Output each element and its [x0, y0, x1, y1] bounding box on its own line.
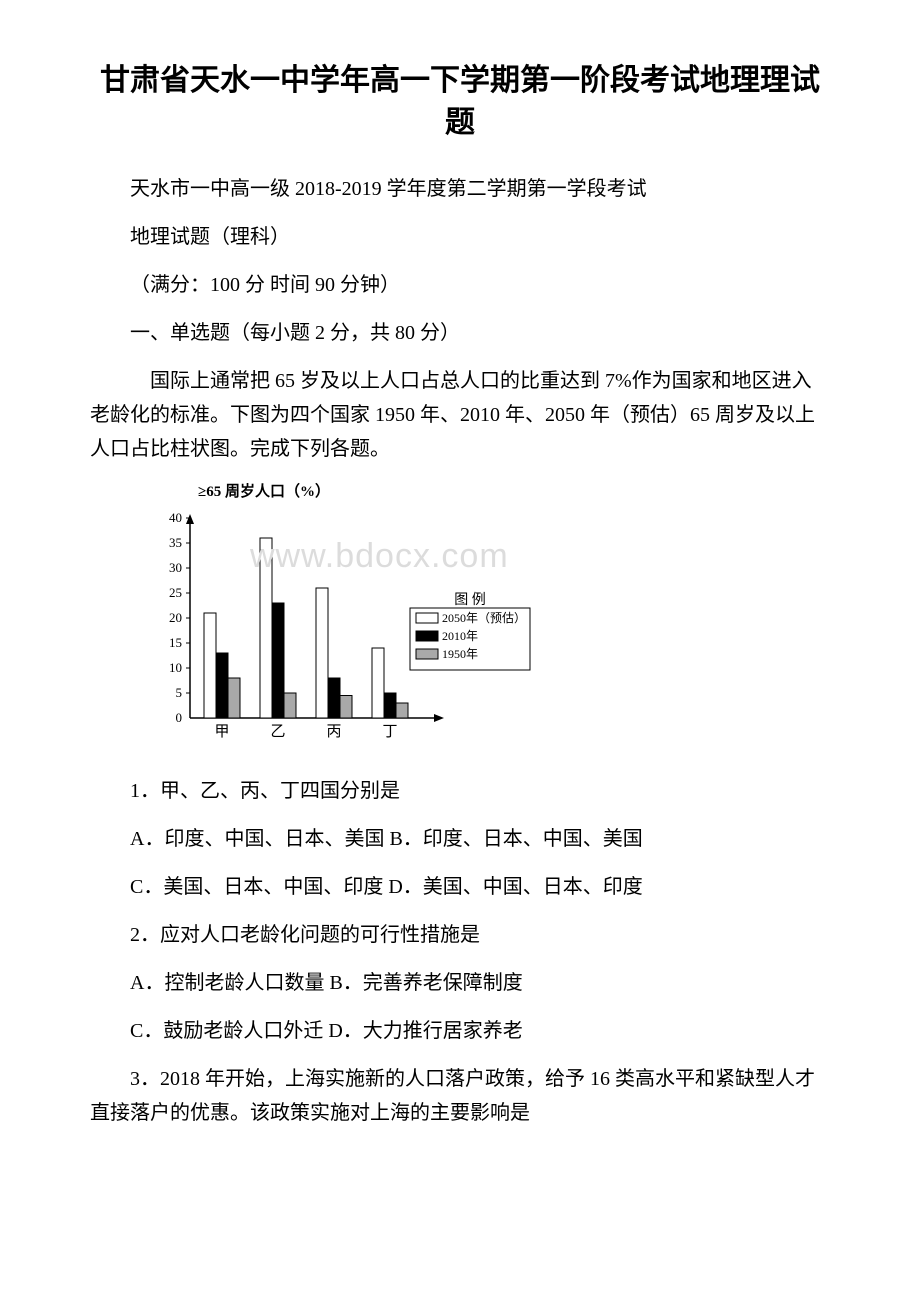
q1-options-cd: C．美国、日本、中国、印度 D．美国、中国、日本、印度 [90, 870, 830, 904]
section-heading: 一、单选题（每小题 2 分，共 80 分） [90, 316, 830, 350]
svg-text:40: 40 [169, 510, 182, 525]
svg-text:35: 35 [169, 535, 182, 550]
svg-text:15: 15 [169, 635, 182, 650]
svg-text:30: 30 [169, 560, 182, 575]
svg-text:2010年: 2010年 [442, 629, 478, 643]
svg-text:丁: 丁 [382, 724, 397, 740]
q2-options-cd: C．鼓励老龄人口外迁 D．大力推行居家养老 [90, 1014, 830, 1048]
aging-population-chart: ≥65 周岁人口（%） 5 10 15 20 25 30 35 40 0 甲 乙 丙 丁 图 例 2050年… [150, 480, 830, 758]
svg-text:10: 10 [169, 660, 182, 675]
svg-text:0: 0 [176, 710, 183, 725]
page-title: 甘肃省天水一中学年高一下学期第一阶段考试地理理试题 [90, 60, 830, 144]
svg-text:25: 25 [169, 585, 182, 600]
svg-text:图 例: 图 例 [454, 592, 486, 608]
svg-text:丙: 丙 [326, 724, 341, 740]
svg-text:5: 5 [176, 685, 183, 700]
svg-text:20: 20 [169, 610, 182, 625]
meta-line: （满分：100 分 时间 90 分钟） [90, 268, 830, 302]
question-3: 3．2018 年开始，上海实施新的人口落户政策，给予 16 类高水平和紧缺型人才… [90, 1062, 830, 1130]
q2-options-ab: A．控制老龄人口数量 B．完善养老保障制度 [90, 966, 830, 1000]
q1-options-ab: A．印度、中国、日本、美国 B．印度、日本、中国、美国 [90, 822, 830, 856]
intro-paragraph: 国际上通常把 65 岁及以上人口占总人口的比重达到 7%作为国家和地区进入老龄化… [90, 364, 830, 466]
svg-text:2050年（预估）: 2050年（预估） [442, 611, 526, 625]
question-1: 1．甲、乙、丙、丁四国分别是 [90, 774, 830, 808]
svg-text:乙: 乙 [270, 724, 285, 740]
subtitle-line-1: 天水市一中高一级 2018-2019 学年度第二学期第一学段考试 [90, 172, 830, 206]
subtitle-line-2: 地理试题（理科） [90, 220, 830, 254]
chart-y-axis-title: ≥65 周岁人口（%） [198, 480, 830, 506]
chart-svg: 5 10 15 20 25 30 35 40 0 甲 乙 丙 丁 图 例 2050年（预估） 2010年 195… [150, 508, 550, 758]
question-2: 2．应对人口老龄化问题的可行性措施是 [90, 918, 830, 952]
svg-text:甲: 甲 [214, 724, 229, 740]
svg-text:1950年: 1950年 [442, 647, 478, 661]
